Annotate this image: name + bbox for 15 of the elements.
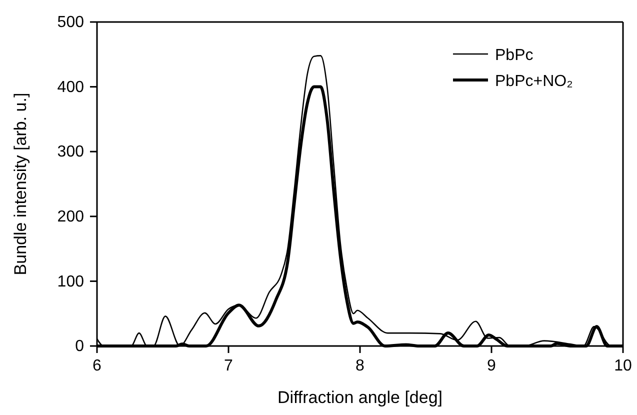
y-tick-label: 400 bbox=[57, 78, 84, 96]
x-tick-label: 8 bbox=[356, 357, 365, 374]
y-tick-label: 500 bbox=[57, 14, 84, 32]
x-axis-title: Diffraction angle [deg] bbox=[277, 388, 443, 407]
legend-label: PbPc bbox=[495, 47, 534, 64]
x-tick-label: 9 bbox=[487, 357, 496, 374]
y-tick-label: 100 bbox=[57, 273, 84, 290]
y-tick-label: 200 bbox=[57, 208, 84, 226]
x-tick-label: 10 bbox=[614, 357, 632, 374]
y-tick-label: 0 bbox=[75, 338, 84, 356]
legend-label: PbPc+NO₂ bbox=[495, 73, 573, 90]
x-tick-label: 7 bbox=[224, 357, 234, 374]
y-axis-title: Bundle intensity [arb. u.] bbox=[11, 92, 30, 276]
y-tick-label: 300 bbox=[57, 144, 84, 161]
x-tick-label: 6 bbox=[92, 357, 102, 374]
